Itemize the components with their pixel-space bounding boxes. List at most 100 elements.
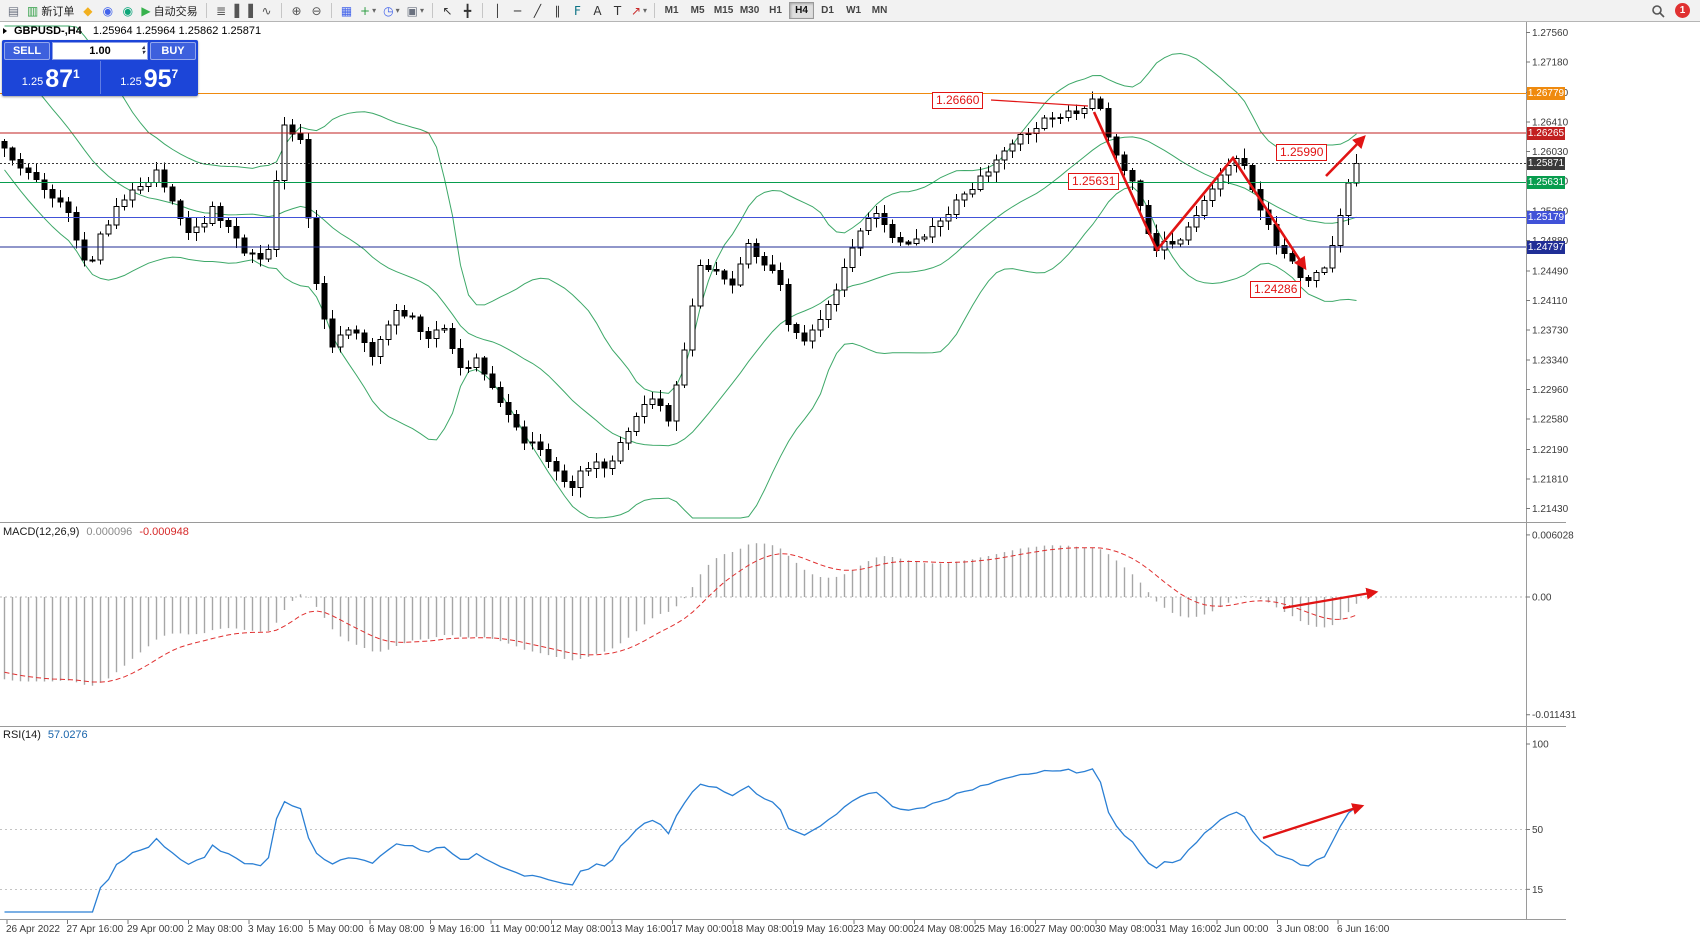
candle-down[interactable] bbox=[521, 426, 528, 444]
zoom-out-icon[interactable]: ⊖ bbox=[307, 1, 326, 20]
candle-down[interactable] bbox=[705, 264, 712, 271]
macd-trend-arrow[interactable] bbox=[1282, 587, 1379, 610]
market-icon[interactable]: ◉ bbox=[118, 1, 137, 20]
candle-up[interactable] bbox=[105, 224, 112, 235]
candle-up[interactable] bbox=[593, 461, 600, 470]
candle-up[interactable] bbox=[617, 442, 624, 462]
candle-up[interactable] bbox=[529, 441, 536, 444]
candle-up[interactable] bbox=[625, 431, 632, 444]
candle-down[interactable] bbox=[1241, 158, 1248, 166]
price-callout-25990[interactable]: 1.25990 bbox=[1276, 144, 1328, 161]
candle-down[interactable] bbox=[905, 241, 912, 245]
candle-up[interactable] bbox=[737, 263, 744, 286]
timeframe-button-h1[interactable]: H1 bbox=[769, 5, 782, 16]
candle-down[interactable] bbox=[897, 236, 904, 243]
zigzag-projection-arrow[interactable] bbox=[1092, 111, 1307, 271]
candle-down[interactable] bbox=[1129, 169, 1136, 182]
volume-up-icon[interactable]: ▴ bbox=[141, 45, 145, 51]
candle-up[interactable] bbox=[1313, 272, 1320, 282]
candle-up[interactable] bbox=[137, 186, 144, 191]
dropdown-caret-icon[interactable]: ▾ bbox=[372, 6, 377, 15]
candle-up[interactable] bbox=[969, 189, 976, 195]
fibonacci-icon[interactable]: F bbox=[568, 1, 587, 20]
candle-up[interactable] bbox=[1193, 215, 1200, 228]
candle-down[interactable] bbox=[793, 323, 800, 334]
candle-down[interactable] bbox=[889, 224, 896, 238]
candle-up[interactable] bbox=[1057, 117, 1064, 120]
candle-down[interactable] bbox=[657, 398, 664, 407]
timeframe-button-d1[interactable]: D1 bbox=[821, 5, 834, 16]
callout-leader-line[interactable] bbox=[990, 99, 1089, 107]
rsi-trend-arrow[interactable] bbox=[1262, 803, 1365, 840]
candle-up[interactable] bbox=[913, 238, 920, 245]
candle-up[interactable] bbox=[385, 324, 392, 340]
candle-up[interactable] bbox=[473, 357, 480, 369]
candle-down[interactable] bbox=[505, 402, 512, 415]
label-icon[interactable]: T bbox=[608, 1, 627, 20]
candle-up[interactable] bbox=[697, 264, 704, 307]
candle-up[interactable] bbox=[1353, 163, 1360, 184]
candle-down[interactable] bbox=[465, 366, 472, 369]
candle-down[interactable] bbox=[241, 237, 248, 254]
candle-down[interactable] bbox=[769, 264, 776, 272]
timeframe-button-w1[interactable]: W1 bbox=[846, 5, 862, 16]
candle-up[interactable] bbox=[993, 159, 1000, 173]
arrows-icon[interactable]: ↗ ▾ bbox=[628, 1, 650, 20]
new-order-button[interactable]: ▥ 新订单 bbox=[24, 1, 77, 20]
candle-down[interactable] bbox=[425, 331, 432, 339]
bar-chart-icon[interactable]: ≣ bbox=[212, 1, 231, 20]
candle-down[interactable] bbox=[33, 172, 40, 181]
candle-down[interactable] bbox=[537, 441, 544, 450]
candle-up[interactable] bbox=[1177, 239, 1184, 245]
candle-down[interactable] bbox=[761, 256, 768, 266]
candle-down[interactable] bbox=[217, 205, 224, 221]
candle-down[interactable] bbox=[401, 309, 408, 317]
volume-down-icon[interactable]: ▾ bbox=[141, 50, 145, 56]
candle-up[interactable] bbox=[825, 303, 832, 321]
candle-down[interactable] bbox=[257, 253, 264, 260]
candle-down[interactable] bbox=[321, 282, 328, 320]
candle-up[interactable] bbox=[929, 225, 936, 238]
candle-down[interactable] bbox=[601, 461, 608, 469]
community-icon[interactable]: ◉ bbox=[98, 1, 117, 20]
candle-up[interactable] bbox=[1201, 199, 1208, 217]
candle-up[interactable] bbox=[273, 180, 280, 250]
candle-down[interactable] bbox=[329, 318, 336, 348]
candle-down[interactable] bbox=[1049, 117, 1056, 120]
candle-down[interactable] bbox=[1073, 110, 1080, 115]
candle-up[interactable] bbox=[201, 222, 208, 228]
candle-down[interactable] bbox=[225, 219, 232, 227]
candle-up[interactable] bbox=[953, 199, 960, 216]
candle-up[interactable] bbox=[1209, 188, 1216, 201]
vertical-line-icon[interactable]: │ bbox=[488, 1, 507, 20]
candle-up[interactable] bbox=[337, 334, 344, 348]
candle-down[interactable] bbox=[729, 278, 736, 286]
timeframe-button-m5[interactable]: M5 bbox=[690, 5, 705, 16]
candle-down[interactable] bbox=[449, 328, 456, 350]
candle-down[interactable] bbox=[561, 470, 568, 483]
candle-up[interactable] bbox=[1033, 128, 1040, 134]
timeframe-button-mn[interactable]: MN bbox=[871, 5, 888, 16]
candle-up[interactable] bbox=[945, 214, 952, 222]
candle-up[interactable] bbox=[1089, 98, 1096, 109]
crosshair-icon[interactable]: ╋ bbox=[458, 1, 477, 20]
candle-up[interactable] bbox=[633, 415, 640, 433]
dropdown-caret-icon[interactable]: ▾ bbox=[395, 6, 400, 15]
candle-up[interactable] bbox=[1009, 143, 1016, 152]
timeframe-button-m1[interactable]: M1 bbox=[664, 5, 679, 16]
candle-up[interactable] bbox=[817, 319, 824, 331]
candle-up[interactable] bbox=[89, 259, 96, 262]
tile-windows-icon[interactable]: ▦ bbox=[337, 1, 356, 20]
bullish-continuation-arrow[interactable] bbox=[1325, 135, 1366, 177]
period-icon[interactable]: ◷ ▾ bbox=[380, 1, 403, 20]
candle-up[interactable] bbox=[281, 124, 288, 181]
candle-up[interactable] bbox=[345, 329, 352, 336]
candle-down[interactable] bbox=[73, 212, 80, 241]
timeframe-button-m15[interactable]: M15 bbox=[713, 5, 734, 16]
candle-up[interactable] bbox=[129, 189, 136, 201]
candle-up[interactable] bbox=[113, 205, 120, 226]
buy-button[interactable]: BUY bbox=[150, 42, 196, 60]
candle-down[interactable] bbox=[721, 270, 728, 280]
candle-down[interactable] bbox=[1105, 107, 1112, 138]
